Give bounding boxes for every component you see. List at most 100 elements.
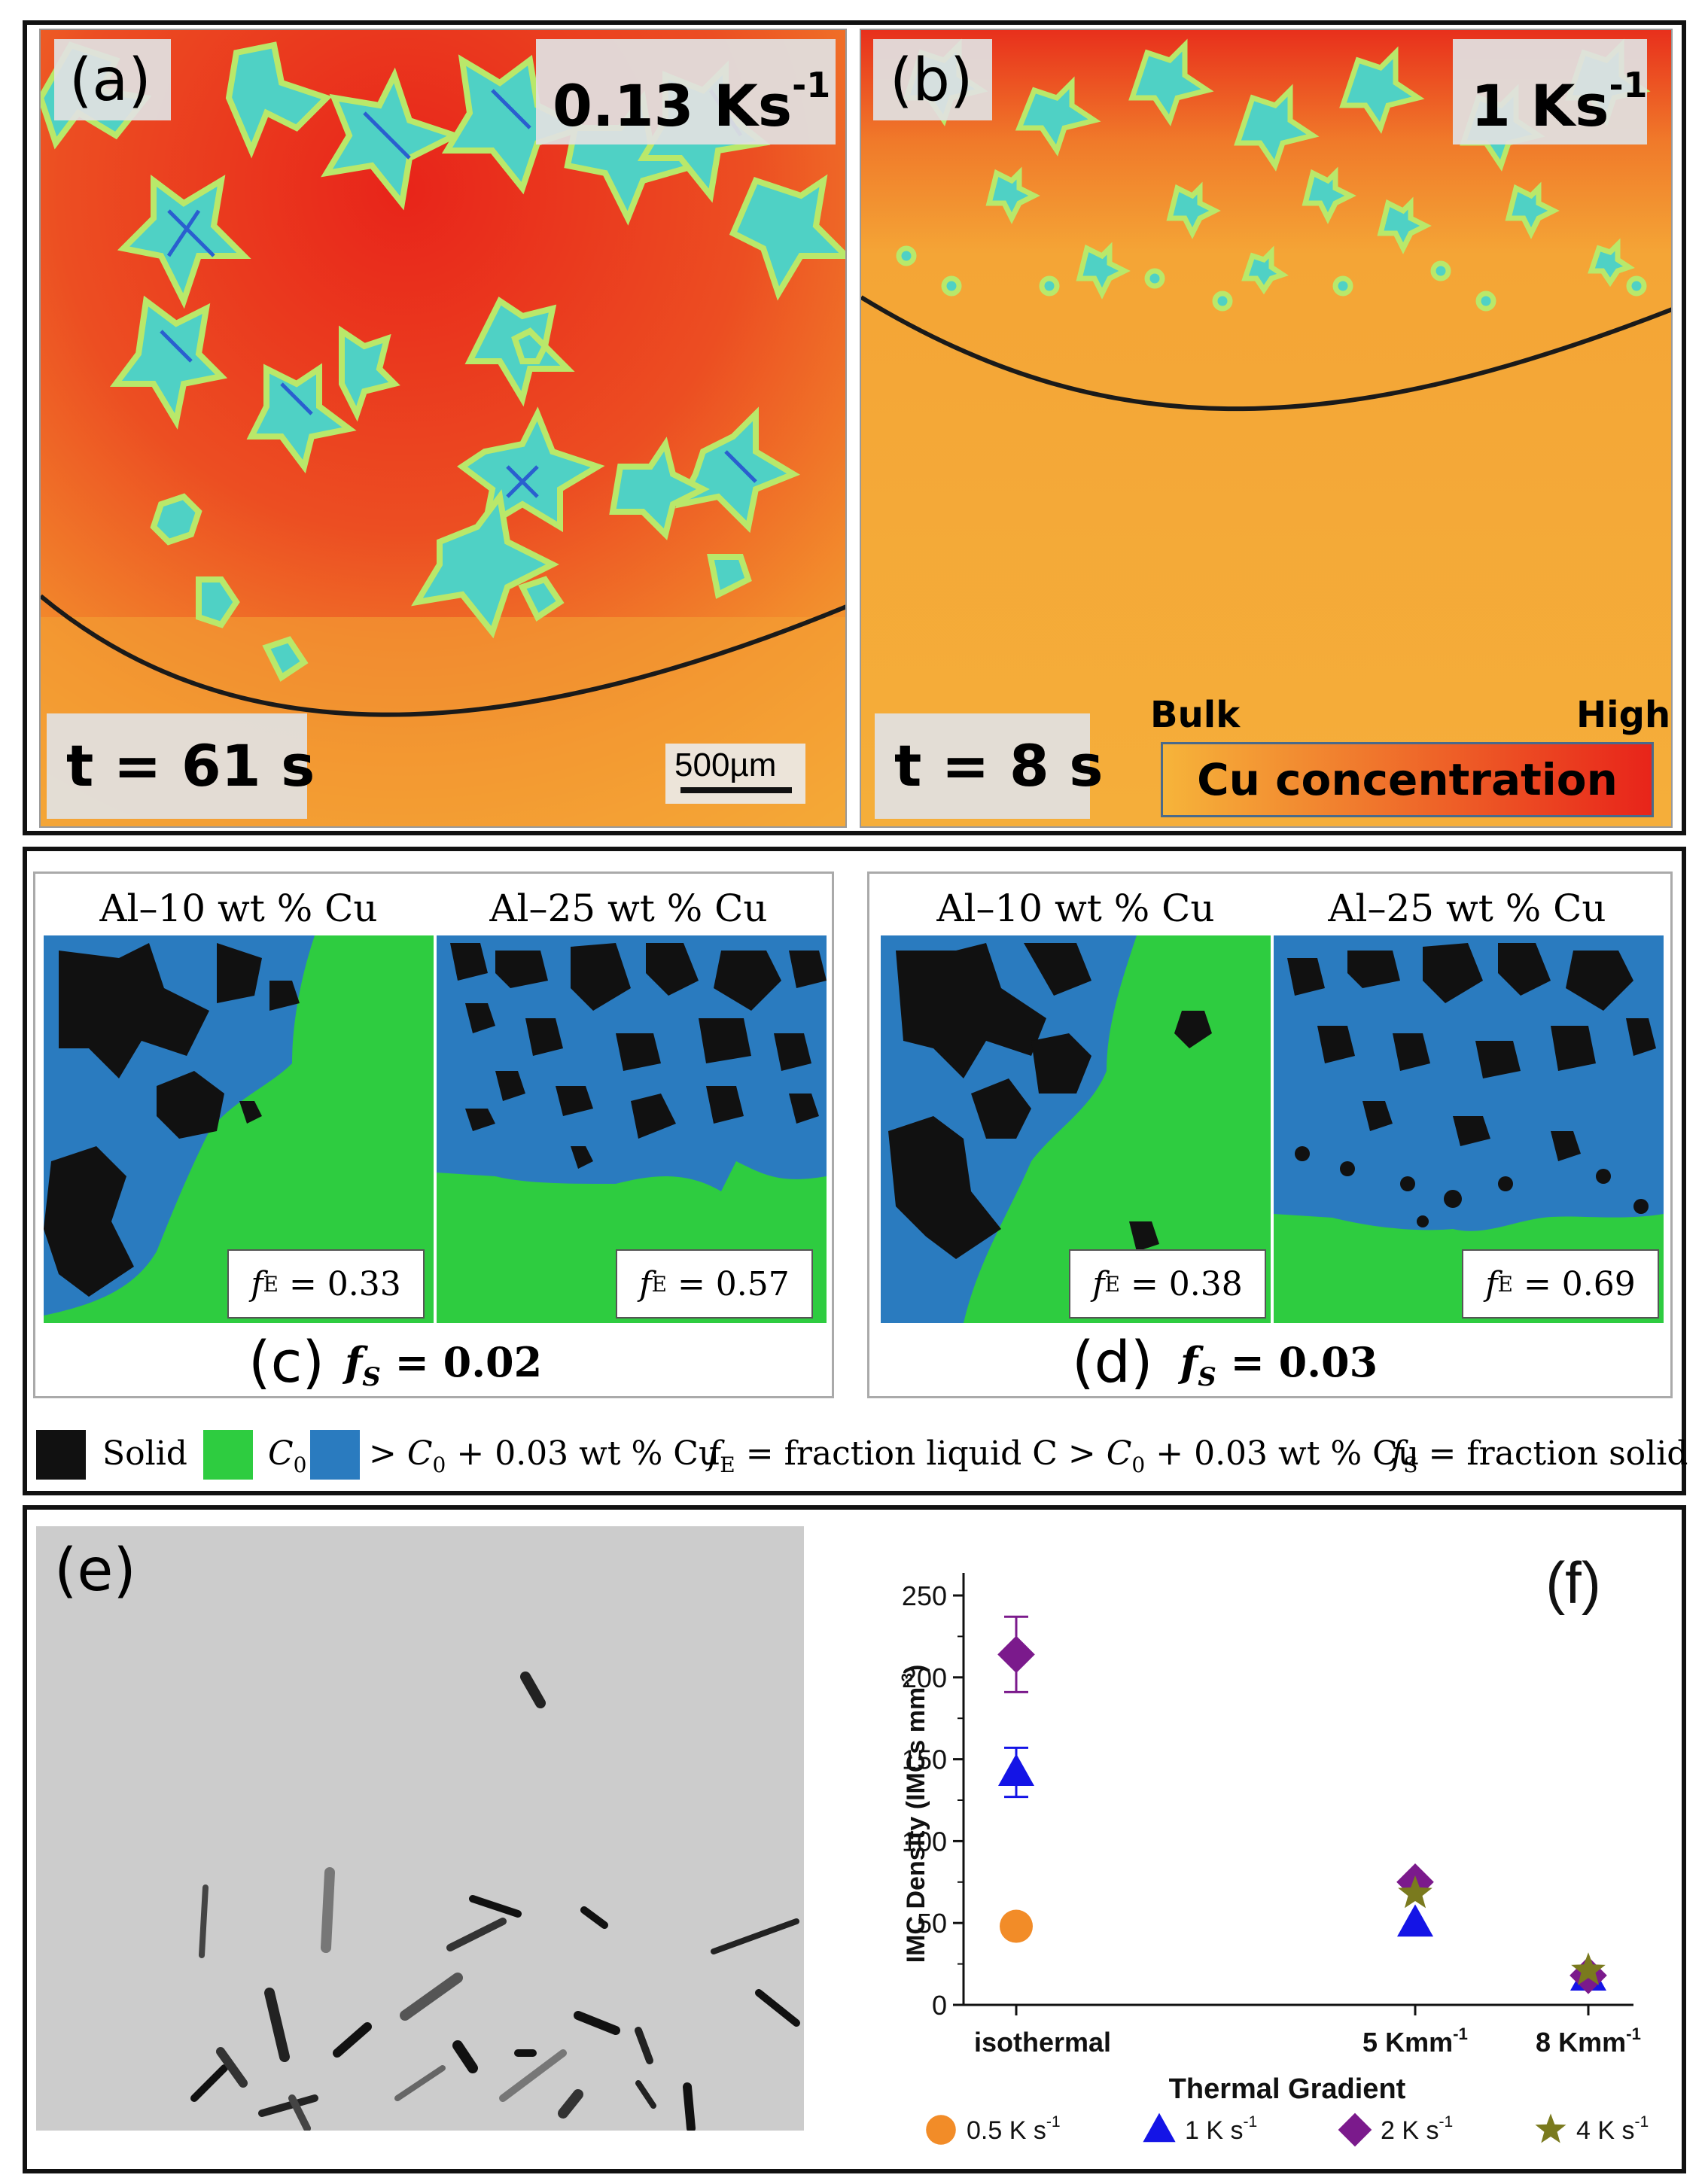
y-axis-title-tail: ) — [902, 1665, 930, 1673]
panel-b-rate-box: 1 Ks-1 — [1453, 39, 1648, 144]
panel-b-rate-value: 1 Ks — [1471, 72, 1609, 139]
data-point-star — [1571, 1952, 1606, 1985]
legend-marker-triangle — [1143, 2113, 1176, 2143]
legend-fs-sub: S — [1403, 1452, 1418, 1477]
x-tick-label: 8 Kmm-1 — [1536, 2024, 1641, 2058]
legend-swatch-high — [310, 1430, 360, 1480]
legend-fe-def-sub: 0 — [1131, 1452, 1146, 1477]
panel-b-rate-sup: -1 — [1609, 65, 1648, 105]
panel-e-image — [36, 1526, 804, 2131]
data-point-star — [1398, 1875, 1432, 1909]
y-tick-label: 150 — [902, 1744, 947, 1775]
y-axis-title-main: IMC Density (IMCs mm — [902, 1687, 930, 1963]
panel-a-rate-value: 0.13 Ks — [553, 72, 793, 139]
y-axis-title-sup: -3 — [899, 1673, 916, 1687]
scale-bar-box: 500µm — [665, 744, 805, 804]
panel-a-image — [41, 30, 845, 826]
panel-c-left-title: Al–10 wt % Cu — [99, 887, 378, 930]
legend-label: 0.5 K s-1 — [967, 2113, 1061, 2145]
panel-a-rate-box: 0.13 Ks-1 — [536, 39, 836, 144]
panel-d-right-fe-val: = 0.69 — [1512, 1264, 1636, 1303]
x-tick-label-main: 5 Kmm — [1362, 2027, 1453, 2058]
x-axis-title: Thermal Gradient — [1169, 2073, 1406, 2105]
panel-c-right-fe-sub: E — [651, 1271, 667, 1297]
x-tick-label: 5 Kmm-1 — [1362, 2024, 1468, 2058]
panel-d-fs: fS = 0.03 — [1180, 1338, 1378, 1392]
legend-label-c0: C0 — [268, 1434, 307, 1477]
data-point-circle — [1000, 1909, 1033, 1943]
legend-fe-def-sym: C — [1106, 1434, 1132, 1473]
panel-c-left-fe-sub: E — [263, 1271, 279, 1297]
panel-e-needles — [190, 1671, 800, 2131]
legend-label-fs-def: fS = fraction solid — [1391, 1434, 1688, 1477]
panel-b-letter: (b) — [890, 47, 973, 114]
panel-a-micrograph — [39, 29, 847, 828]
legend-label: 2 K s-1 — [1381, 2113, 1453, 2145]
legend-swatch-solid — [36, 1430, 86, 1480]
data-point-diamond — [997, 1635, 1035, 1674]
panel-c-fs-val: = 0.02 — [380, 1338, 543, 1386]
legend-label-main: 1 K s — [1185, 2116, 1243, 2145]
panel-b-image — [861, 30, 1671, 826]
legend-fe-def-b: + 0.03 wt % Cu — [1145, 1434, 1420, 1473]
legend-swatch-c0 — [203, 1430, 253, 1480]
legend-fs-sym: f — [1391, 1434, 1404, 1473]
panel-d-fs-val: = 0.03 — [1216, 1338, 1378, 1386]
y-tick-label: 100 — [902, 1826, 947, 1857]
colorbar: Cu concentration — [1161, 742, 1654, 817]
panel-a-time-box: t = 61 s — [47, 713, 315, 819]
colorbar-label-bulk: Bulk — [1150, 694, 1241, 736]
panel-c-fs-sym: f — [345, 1338, 363, 1386]
legend-c0-sub: 0 — [293, 1452, 307, 1477]
legend-label-sup: -1 — [1243, 2113, 1257, 2131]
y-tick-label: 250 — [902, 1580, 947, 1611]
panel-c-right-fe-sym: f — [639, 1264, 652, 1303]
panel-b-time-box: t = 8 s — [875, 713, 1104, 819]
panel-c-right-solid — [450, 943, 827, 1169]
y-tick-label: 0 — [932, 1990, 947, 2021]
legend-label-high: > C0 + 0.03 wt % Cu — [369, 1434, 720, 1477]
panel-a-interface-curve — [41, 594, 845, 717]
legend-label-solid: Solid — [102, 1434, 187, 1473]
legend-c0-sym: C — [268, 1434, 294, 1473]
legend-marker-diamond — [1338, 2113, 1372, 2147]
x-tick-label-main: 8 Kmm — [1536, 2027, 1626, 2058]
colorbar-label-high: High — [1576, 694, 1671, 736]
panel-c-fs: fS = 0.02 — [345, 1338, 542, 1392]
panel-d-fs-sym: f — [1180, 1338, 1198, 1386]
panel-d-fs-sub: S — [1198, 1361, 1216, 1392]
panel-a-letter-box: (a) — [54, 39, 171, 120]
panel-d-letter: (d) — [1072, 1328, 1153, 1395]
panel-d-left-fe-val: = 0.38 — [1119, 1264, 1243, 1303]
panel-c-right-fe-val: = 0.57 — [666, 1264, 790, 1303]
panel-b-micrograph — [860, 29, 1673, 828]
panel-d-right-solid — [1287, 943, 1656, 1227]
data-point-triangle — [1397, 1904, 1433, 1937]
legend-marker-star — [1535, 2113, 1566, 2143]
panel-b-interface-curve — [861, 295, 1671, 412]
legend-label: 1 K s-1 — [1185, 2113, 1257, 2145]
panel-f-letter: (f) — [1545, 1550, 1601, 1616]
panel-c-left-fe-val: = 0.33 — [278, 1264, 401, 1303]
legend-high-sym: C — [406, 1434, 433, 1473]
panel-e-micrograph — [36, 1526, 804, 2131]
legend-label-main: 4 K s — [1576, 2116, 1634, 2145]
panel-a-time: t = 61 s — [66, 732, 315, 799]
x-tick-label-sup: -1 — [1626, 2024, 1641, 2043]
panel-d-left-solid — [888, 943, 1212, 1259]
legend-label-sup: -1 — [1439, 2113, 1453, 2131]
legend-fe-def-a: = fraction liquid C > — [735, 1434, 1107, 1473]
legend-high-sub: 0 — [432, 1452, 446, 1477]
legend-label-fe-def: fE = fraction liquid C > C0 + 0.03 wt % … — [708, 1434, 1419, 1477]
panel-b-letter-box: (b) — [873, 39, 992, 120]
x-tick-label: isothermal — [974, 2027, 1111, 2058]
legend-label-sup: -1 — [1634, 2113, 1649, 2131]
x-tick-label-main: isothermal — [974, 2027, 1111, 2058]
panel-cd-frame — [23, 847, 1686, 1495]
y-axis-title: IMC Density (IMCs mm-3) — [899, 1665, 930, 1963]
data-point-triangle — [998, 1754, 1034, 1787]
panel-c-left-fe-sym: f — [251, 1264, 263, 1303]
